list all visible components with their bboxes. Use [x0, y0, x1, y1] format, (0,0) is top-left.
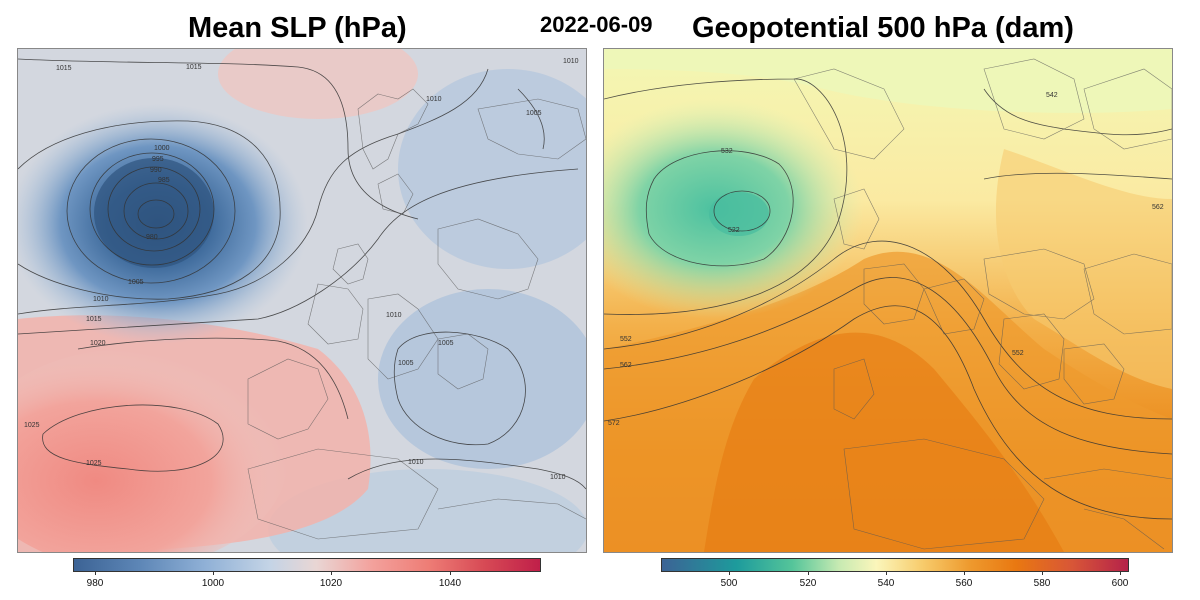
contour-label: 1015	[86, 316, 102, 323]
contour-label: 1010	[550, 474, 566, 481]
colorbar-tick	[1120, 571, 1121, 575]
colorbar-tick	[213, 571, 214, 575]
contour-label: 1025	[86, 460, 102, 467]
geopotential-colorbar	[661, 558, 1129, 572]
contour-label: 1010	[386, 312, 402, 319]
contour-label: 572	[608, 420, 620, 427]
colorbar-tick-label: 500	[720, 578, 738, 589]
contour-label: 980	[146, 234, 158, 241]
contour-label: 985	[158, 177, 170, 184]
contour-label: 1025	[24, 422, 40, 429]
contour-label: 562	[620, 362, 632, 369]
geopotential-contour-labels: 542 532 522 562 552 562 552 572	[608, 92, 1164, 427]
slp-map-canvas: 1015 1015 1010 1010 1005 1000 995 990 98…	[18, 49, 586, 552]
contour-label: 1010	[563, 58, 579, 65]
colorbar-tick-label: 560	[955, 578, 973, 589]
contour-label: 542	[1046, 92, 1058, 99]
colorbar-tick-label: 1000	[201, 578, 225, 589]
contour-label: 990	[150, 167, 162, 174]
contour-label: 1010	[426, 96, 442, 103]
left-map-title: Mean SLP (hPa)	[188, 12, 407, 44]
contour-label: 1000	[154, 145, 170, 152]
contour-label: 1020	[90, 340, 106, 347]
contour-label: 1005	[526, 110, 542, 117]
colorbar-tick	[450, 571, 451, 575]
colorbar-tick-label: 580	[1033, 578, 1051, 589]
contour-label: 1005	[128, 279, 144, 286]
contour-label: 1015	[186, 64, 202, 71]
contour-label: 532	[721, 148, 733, 155]
colorbar-tick	[95, 571, 96, 575]
contour-label: 1010	[408, 459, 424, 466]
contour-label: 562	[1152, 204, 1164, 211]
colorbar-tick-label: 1040	[438, 578, 462, 589]
slp-colorbar	[73, 558, 541, 572]
colorbar-tick-label: 980	[86, 578, 104, 589]
right-map-title: Geopotential 500 hPa (dam)	[692, 12, 1074, 44]
colorbar-tick	[964, 571, 965, 575]
colorbar-tick-label: 600	[1111, 578, 1129, 589]
colorbar-tick	[886, 571, 887, 575]
colorbar-tick	[729, 571, 730, 575]
colorbar-tick-label: 520	[799, 578, 817, 589]
geopotential-map-panel: 542 532 522 562 552 562 552 572	[603, 48, 1173, 553]
contour-label: 1015	[56, 65, 72, 72]
contour-label: 1005	[398, 360, 414, 367]
contour-label: 522	[728, 227, 740, 234]
contour-label: 1010	[93, 296, 109, 303]
contour-label: 1005	[438, 340, 454, 347]
slp-contour-labels: 1015 1015 1010 1010 1005 1000 995 990 98…	[24, 58, 579, 481]
contour-label: 552	[1012, 350, 1024, 357]
contour-label: 995	[152, 156, 164, 163]
date-label: 2022-06-09	[540, 12, 653, 37]
colorbar-tick	[331, 571, 332, 575]
colorbar-tick	[1042, 571, 1043, 575]
slp-map-panel: 1015 1015 1010 1010 1005 1000 995 990 98…	[17, 48, 587, 553]
colorbar-tick	[808, 571, 809, 575]
geopotential-map-canvas: 542 532 522 562 552 562 552 572	[604, 49, 1172, 552]
colorbar-tick-label: 540	[877, 578, 895, 589]
contour-label: 552	[620, 336, 632, 343]
colorbar-tick-label: 1020	[319, 578, 343, 589]
